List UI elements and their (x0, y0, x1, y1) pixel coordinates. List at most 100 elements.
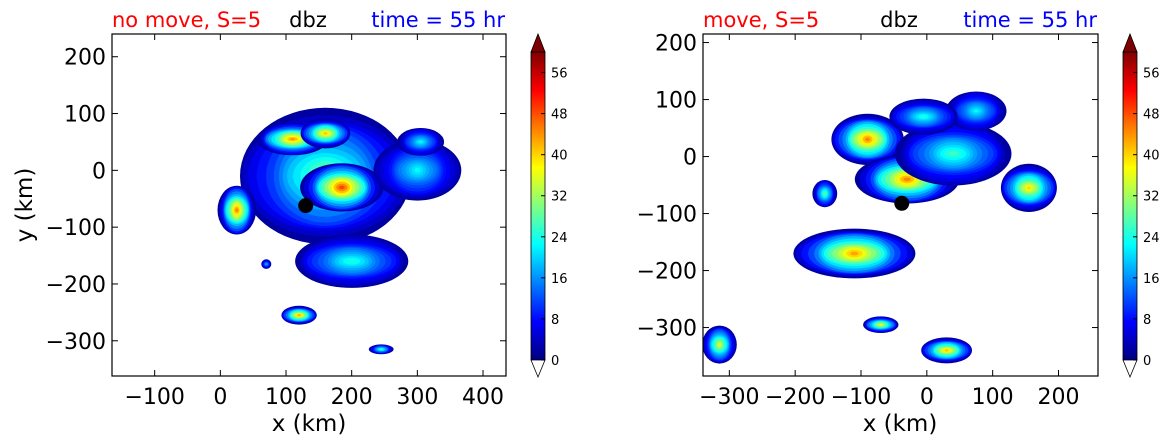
reflectivity-cell (831, 113, 904, 165)
title-center: dbz (289, 8, 327, 32)
colorbar-tick-label: 0 (551, 354, 559, 369)
y-tick-label: 0 (92, 159, 106, 184)
reflectivity-cell (1000, 163, 1057, 212)
contour-level (850, 251, 859, 256)
panel-move: move, S=5 dbz time = 55 hr −300 −200 −100 0… (637, 8, 1099, 437)
y-tick-label: −200 (46, 273, 106, 298)
colorbar-right: 56 48 40 32 24 16 8 0 (1122, 32, 1160, 379)
title-left: move, S=5 (703, 8, 819, 32)
contour-level (338, 185, 345, 190)
colorbar-tick-label: 24 (551, 231, 568, 246)
colorbar-tick-label: 48 (551, 108, 568, 123)
colorbar-tick-label: 8 (551, 313, 559, 328)
plot-frame (111, 33, 507, 377)
x-tick-label: 300 (396, 385, 438, 410)
contour-plot (217, 107, 462, 355)
center-marker (894, 195, 910, 211)
reflectivity-cell (373, 140, 462, 201)
x-tick-label: −100 (831, 385, 891, 410)
colorbar-tick-label: 16 (551, 272, 568, 287)
contour-level (297, 314, 301, 316)
x-tick-label: −200 (765, 385, 825, 410)
x-tick-label: 100 (972, 385, 1014, 410)
panel-no-move: no move, S=5 dbz time = 55 hr −100 0 100 20… (12, 8, 507, 437)
x-tick-label: 100 (265, 385, 307, 410)
colorbar-ticks: 56 48 40 32 24 16 8 0 (1133, 67, 1160, 369)
colorbar-tick-label: 32 (1143, 190, 1160, 205)
contour-level (879, 324, 883, 326)
y-tick-label: −100 (46, 216, 106, 241)
title-left: no move, S=5 (112, 8, 261, 32)
colorbar-ticks: 56 48 40 32 24 16 8 0 (541, 67, 568, 369)
title-center: dbz (880, 8, 918, 32)
contour-level (235, 208, 239, 212)
contour-plot (703, 91, 1057, 364)
colorbar-tick-label: 40 (1143, 149, 1160, 164)
y-tick-label: −100 (637, 203, 697, 228)
colorbar-tick-label: 24 (1143, 231, 1160, 246)
y-tick-label: −300 (637, 317, 697, 342)
reflectivity-cell (889, 98, 958, 135)
contour-level (289, 138, 296, 141)
contour-level (865, 137, 871, 142)
contour-level (418, 140, 423, 143)
x-tick-label: 0 (920, 385, 934, 410)
colorbar-tick-label: 56 (1143, 67, 1160, 82)
x-axis-label: x (km) (863, 411, 938, 437)
colorbar-tick-label: 56 (551, 67, 568, 82)
colorbar-body (1122, 51, 1138, 361)
contour-level (380, 348, 383, 350)
y-tick-label: 200 (64, 46, 106, 71)
axis-ticks: −100 0 100 200 300 400 200 100 0 −100 −200 −300 (46, 34, 506, 410)
contour-level (903, 177, 911, 182)
colorbar-body (530, 51, 546, 361)
contour-level (823, 192, 826, 195)
x-tick-label: −100 (124, 385, 184, 410)
x-tick-label: 400 (462, 385, 504, 410)
y-tick-label: 100 (64, 103, 106, 128)
x-tick-label: −300 (699, 385, 759, 410)
reflectivity-cell (300, 118, 351, 149)
x-axis-label: x (km) (272, 411, 347, 437)
colorbar-min-extend (1122, 359, 1138, 379)
colorbar-min-extend (530, 359, 546, 379)
colorbar-tick-label: 16 (1143, 272, 1160, 287)
contour-level (948, 151, 958, 156)
contour-level (921, 115, 926, 118)
title-right: time = 55 hr (963, 8, 1097, 32)
colorbar-tick-label: 8 (1143, 313, 1151, 328)
contour-level (974, 109, 979, 113)
reflectivity-cell (863, 316, 899, 334)
reflectivity-cell (217, 185, 257, 235)
x-tick-label: 200 (1038, 385, 1080, 410)
colorbar-tick-label: 32 (551, 190, 568, 205)
reflectivity-cell (281, 305, 317, 325)
reflectivity-cell (703, 325, 737, 364)
contour-level (323, 132, 328, 135)
contour-level (718, 343, 721, 346)
x-tick-label: 200 (331, 385, 373, 410)
contour-level (944, 349, 949, 352)
reflectivity-cell (300, 163, 384, 212)
colorbar-tick-label: 0 (1143, 354, 1151, 369)
colorbar-tick-label: 40 (551, 149, 568, 164)
y-tick-label: −200 (637, 260, 697, 285)
title-right: time = 55 hr (371, 8, 505, 32)
colorbar-tick-label: 48 (1143, 108, 1160, 123)
reflectivity-cell (921, 337, 972, 364)
contour-level (347, 259, 356, 264)
colorbar-max-extend (1122, 32, 1138, 53)
y-tick-label: −300 (46, 330, 106, 355)
reflectivity-cell (812, 180, 838, 208)
reflectivity-cell (945, 91, 1007, 131)
contour-level (265, 263, 267, 265)
reflectivity-cell (894, 121, 1012, 186)
colorbar-max-extend (530, 32, 546, 53)
contour-level (1026, 186, 1031, 190)
reflectivity-cell (295, 234, 409, 288)
y-tick-label: 100 (655, 89, 697, 114)
contour-level (414, 168, 421, 173)
center-marker (298, 198, 314, 214)
colorbar-left: 56 48 40 32 24 16 8 0 (530, 32, 568, 379)
